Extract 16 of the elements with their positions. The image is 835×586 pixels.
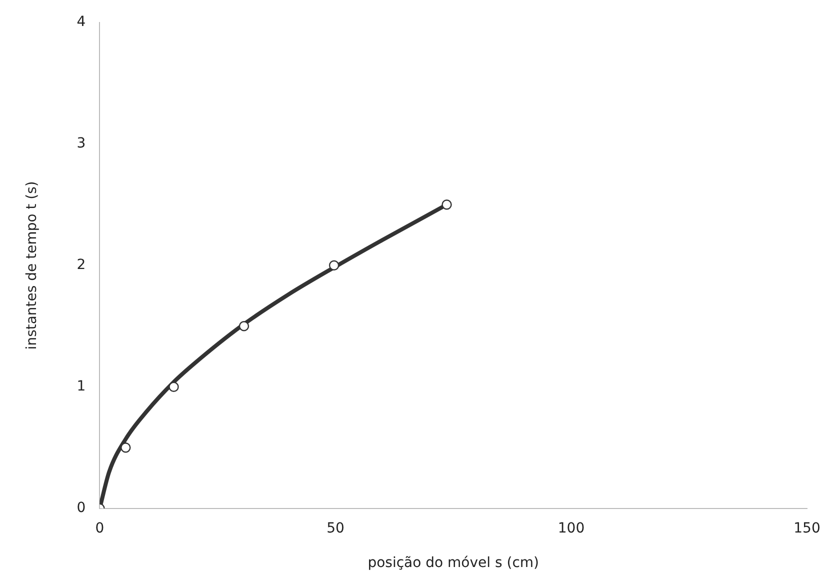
- point: [328, 260, 340, 270]
- x-tick-label: 50: [326, 520, 344, 536]
- x-axis-title: posição do móvel s (cm): [368, 555, 539, 572]
- y-axis-title: instantes de tempo t (s): [24, 181, 40, 350]
- x-tick-label: 0: [95, 520, 104, 536]
- x-tick-label: 100: [558, 520, 585, 536]
- x-tick-label: 150: [794, 520, 820, 536]
- y-tick-label: 0: [76, 500, 86, 516]
- point: [238, 321, 250, 332]
- point: [120, 442, 131, 453]
- y-tick-label: 3: [76, 136, 86, 152]
- y-tick-label: 2: [76, 257, 86, 274]
- point: [442, 200, 452, 210]
- point: [168, 382, 179, 392]
- y-tick-label: 1: [76, 378, 86, 395]
- y-tick-label: 4: [76, 14, 86, 30]
